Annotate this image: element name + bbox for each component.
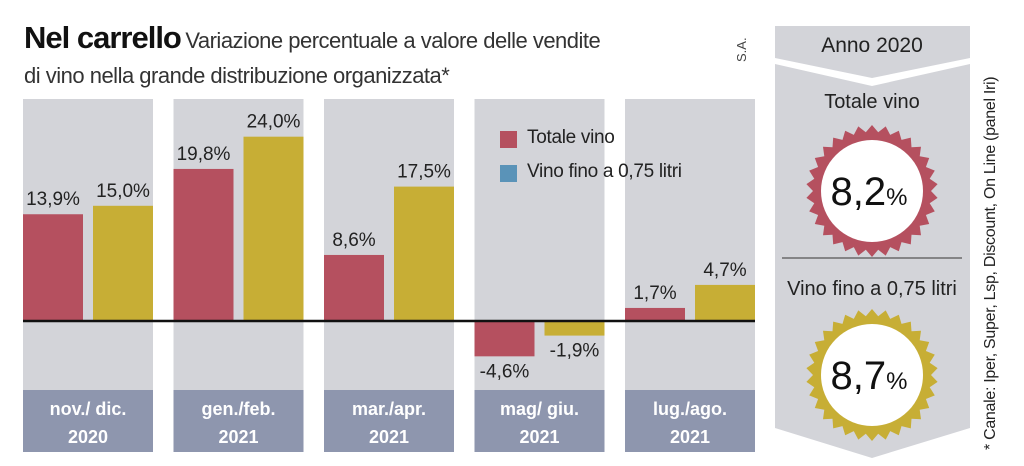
panel-header-background bbox=[775, 26, 970, 78]
data-label: 4,7% bbox=[703, 260, 746, 281]
seal-vino-fino-center bbox=[821, 324, 923, 426]
category-year-label: 2021 bbox=[519, 427, 559, 447]
legend-label-totale-vino: Totale vino bbox=[527, 127, 615, 148]
data-label: -1,9% bbox=[550, 341, 600, 362]
bar-totale-vino bbox=[625, 307, 685, 321]
category-year-label: 2021 bbox=[670, 427, 710, 447]
data-label: 15,0% bbox=[96, 181, 150, 202]
category-label: mag/ giu. bbox=[500, 399, 579, 419]
bar-vino-fino bbox=[243, 136, 304, 321]
bar-vino-fino bbox=[695, 284, 755, 321]
summary-value-unit: % bbox=[886, 368, 907, 395]
category-label-background bbox=[324, 390, 454, 452]
data-label: 13,9% bbox=[26, 189, 80, 210]
footnote: * Canale: Iper, Super, Lsp, Discount, On… bbox=[982, 77, 1012, 460]
bar-totale-vino bbox=[324, 254, 384, 321]
data-label: 24,0% bbox=[247, 112, 301, 133]
data-label: 19,8% bbox=[177, 144, 231, 165]
category-label-background bbox=[23, 390, 153, 452]
bar-vino-fino bbox=[93, 205, 153, 321]
data-label: 8,6% bbox=[332, 230, 375, 251]
category-label: mar./apr. bbox=[352, 399, 426, 419]
data-label: 17,5% bbox=[397, 162, 451, 183]
category-label-background bbox=[474, 390, 605, 452]
summary-value-number: 8,2 bbox=[831, 170, 887, 214]
legend-swatch-totale-vino bbox=[500, 131, 517, 148]
category-label-background bbox=[173, 390, 304, 452]
bar-totale-vino bbox=[474, 321, 535, 357]
category-label: lug./ago. bbox=[653, 399, 727, 419]
category-year-label: 2020 bbox=[68, 427, 108, 447]
title-subtitle: Variazione percentuale a valore delle ve… bbox=[185, 28, 601, 53]
bar-totale-vino bbox=[23, 214, 83, 321]
category-label-background bbox=[625, 390, 755, 452]
summary-label: Vino fino a 0,75 litri bbox=[787, 278, 957, 300]
summary-label: Totale vino bbox=[824, 91, 920, 113]
summary-value-number: 8,7 bbox=[831, 354, 887, 398]
bar-vino-fino bbox=[394, 186, 454, 321]
title-subtitle-line2: di vino nella grande distribuzione organ… bbox=[24, 63, 450, 88]
summary-value-unit: % bbox=[886, 184, 907, 211]
footnote-text: * Canale: Iper, Super, Lsp, Discount, On… bbox=[982, 76, 999, 450]
data-label: 1,7% bbox=[633, 283, 676, 304]
category-year-label: 2021 bbox=[369, 427, 409, 447]
bar-totale-vino bbox=[173, 168, 234, 321]
title-main: Nel carrello bbox=[24, 20, 182, 55]
panel-heading: Anno 2020 bbox=[821, 34, 923, 57]
summary-value: 8,2% bbox=[831, 170, 908, 214]
chart-title: Nel carrello Variazione percentuale a va… bbox=[24, 20, 724, 56]
category-year-label: 2021 bbox=[218, 427, 258, 447]
category-label: nov./ dic. bbox=[50, 399, 127, 419]
summary-value: 8,7% bbox=[831, 354, 908, 398]
data-label: -4,6% bbox=[480, 361, 530, 382]
seal-totale-vino-center bbox=[821, 140, 923, 242]
bar-chart: nov./ dic. 2020 13,9% 15,0% gen./feb. 2021 19,… bbox=[23, 99, 755, 452]
bar-vino-fino bbox=[544, 321, 605, 336]
legend-label-vino-fino: Vino fino a 0,75 litri bbox=[527, 161, 682, 182]
column-background bbox=[625, 99, 755, 390]
category-label: gen./feb. bbox=[201, 399, 275, 419]
legend-swatch-vino-fino bbox=[500, 165, 517, 182]
